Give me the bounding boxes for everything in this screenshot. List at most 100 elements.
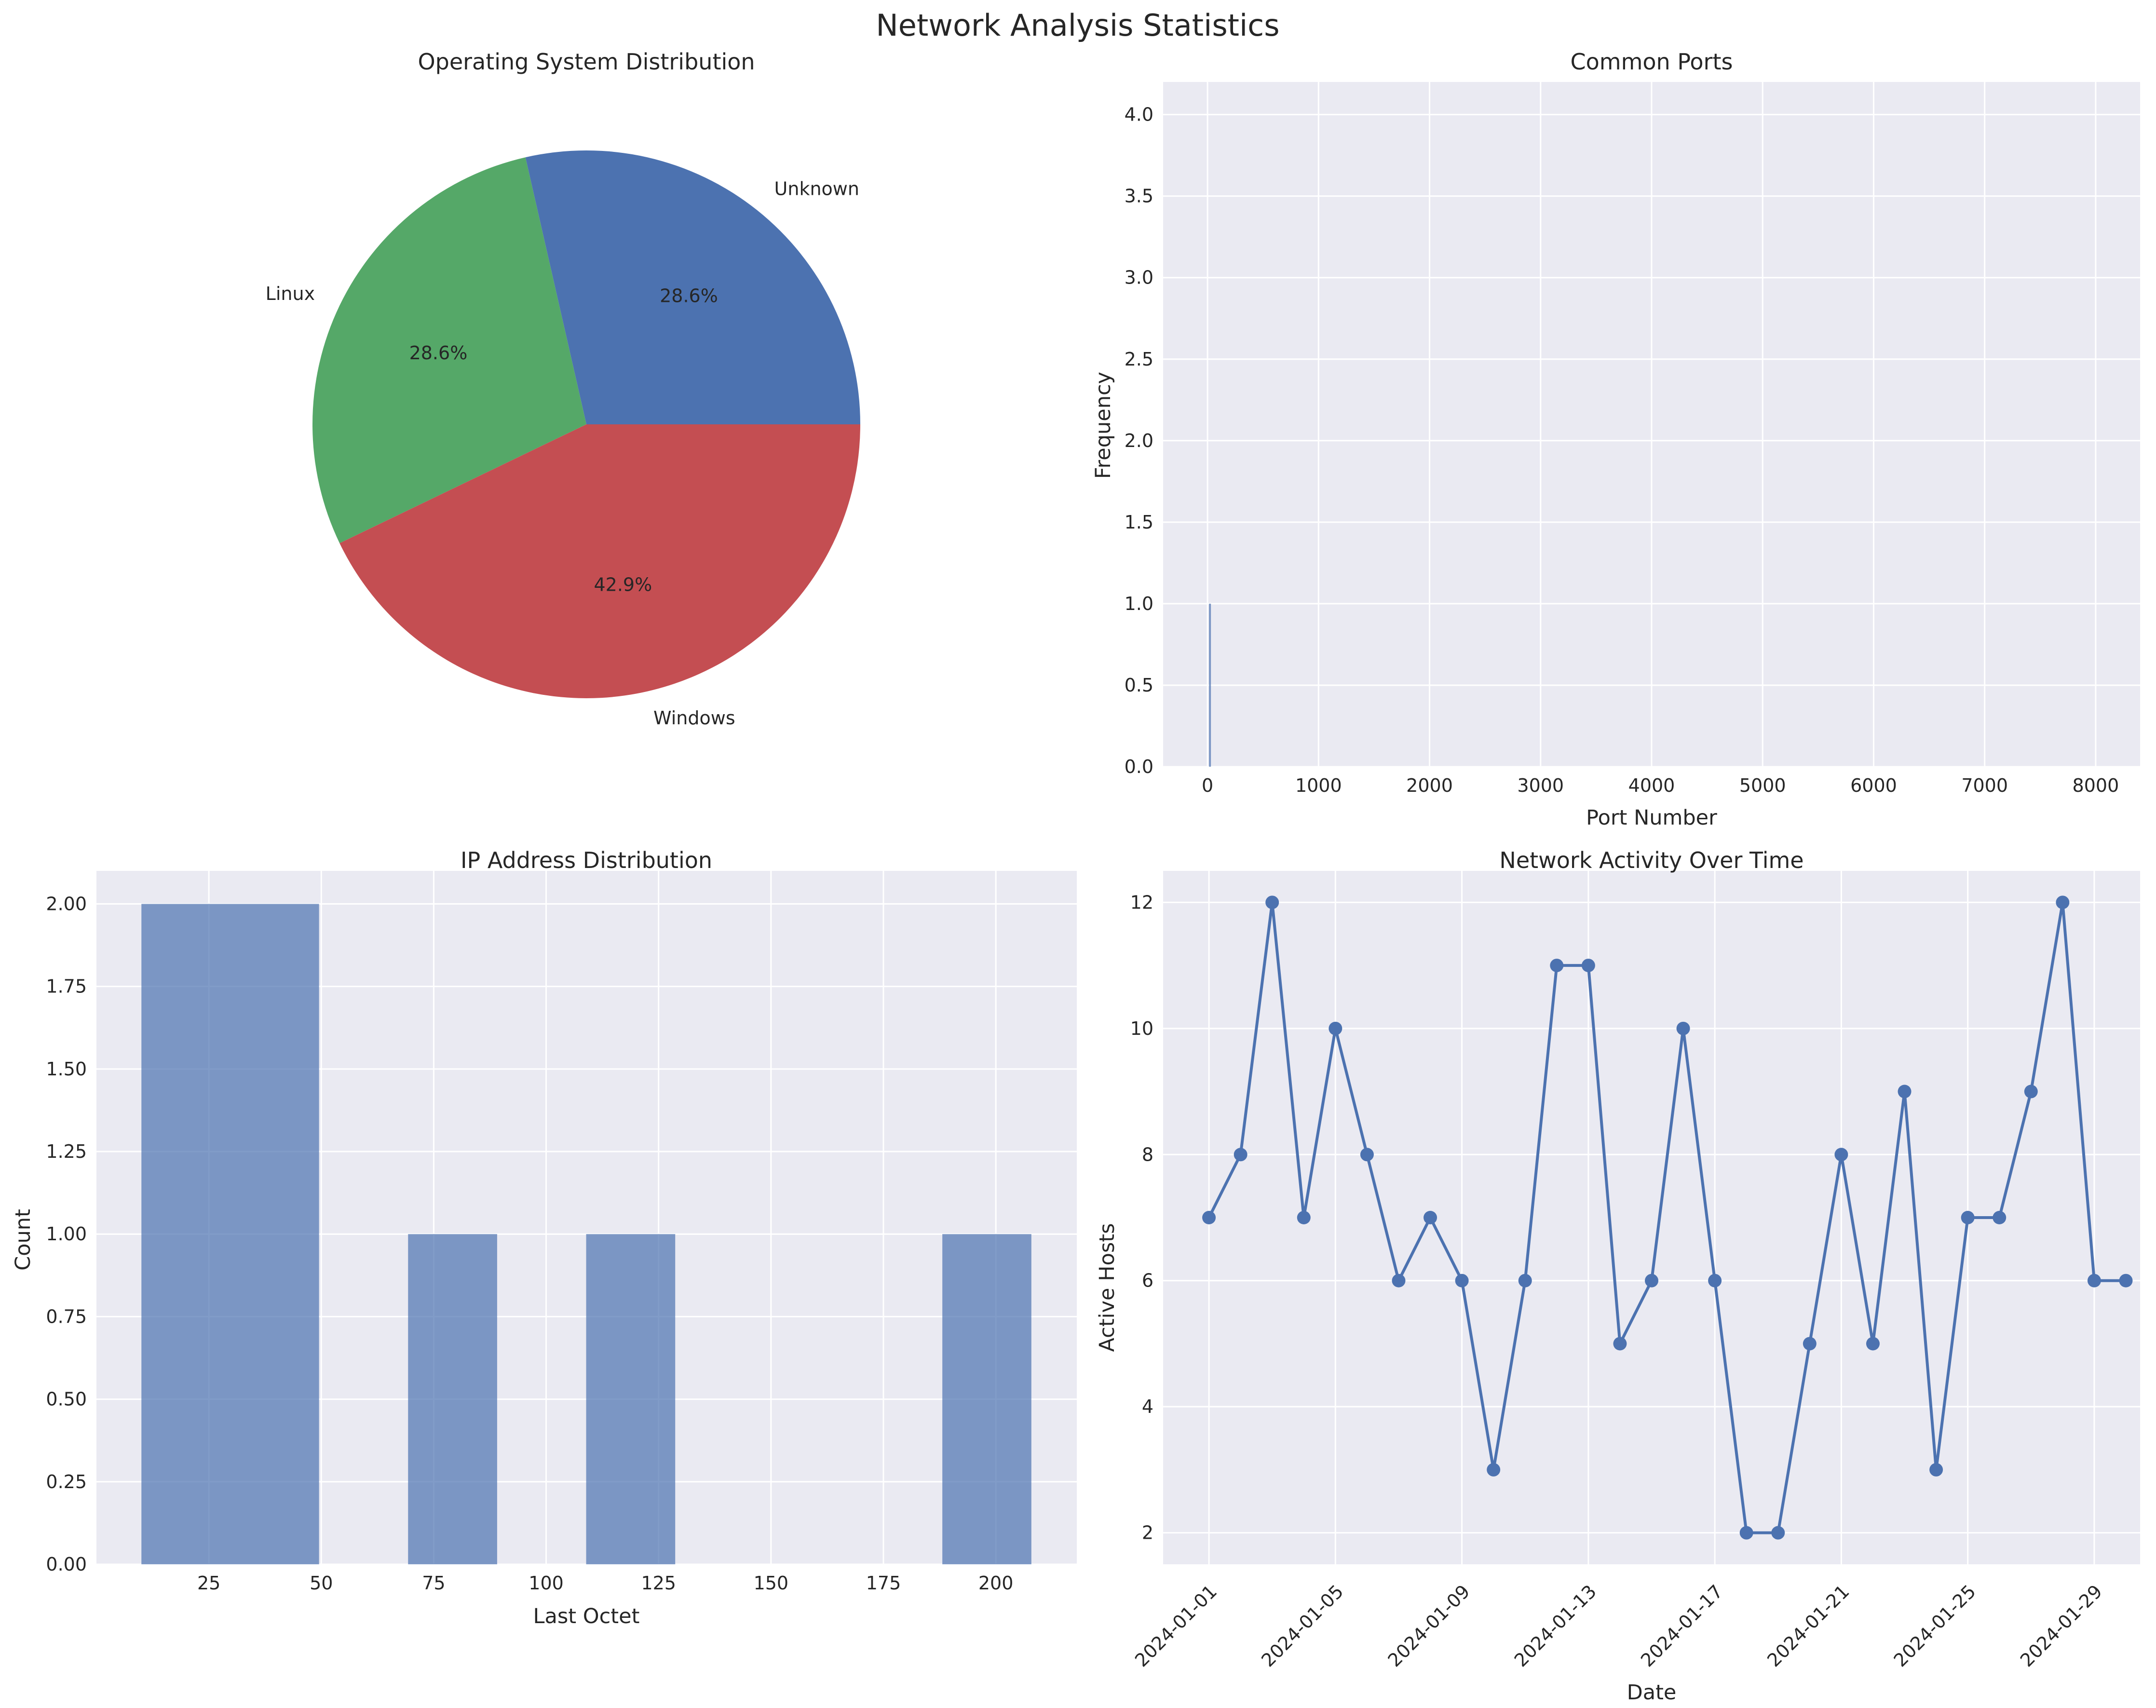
activity-x-label: Date bbox=[1627, 1681, 1677, 1705]
ip-y-label: Count bbox=[11, 1209, 35, 1271]
activity-point bbox=[1771, 1526, 1785, 1540]
ip-x-tick-label: 75 bbox=[422, 1572, 445, 1594]
ports-y-tick-label: 1.0 bbox=[1125, 593, 1153, 614]
ports-y-label: Frequency bbox=[1091, 372, 1115, 479]
pie-percent-windows: 42.9% bbox=[594, 574, 652, 595]
ip-x-tick-label: 125 bbox=[641, 1572, 676, 1594]
ip-bar bbox=[942, 1234, 1031, 1564]
ports-x-label: Port Number bbox=[1586, 806, 1717, 830]
ip-x-tick-label: 150 bbox=[754, 1572, 789, 1594]
figure-title: Network Analysis Statistics bbox=[876, 8, 1279, 43]
activity-point bbox=[1803, 1337, 1817, 1351]
ports-x-tick-label: 3000 bbox=[1517, 775, 1564, 796]
activity-point bbox=[1961, 1211, 1975, 1224]
ip-bar bbox=[141, 904, 319, 1564]
ip-x-tick-label: 100 bbox=[529, 1572, 564, 1594]
ports-x-tick-label: 4000 bbox=[1628, 775, 1675, 796]
ports-y-tick-label: 3.5 bbox=[1125, 186, 1153, 207]
activity-point bbox=[1866, 1337, 1880, 1351]
activity-series bbox=[1202, 895, 2133, 1540]
activity-point bbox=[1645, 1274, 1658, 1288]
ports-y-tick-label: 0.0 bbox=[1125, 756, 1153, 777]
ports-title: Common Ports bbox=[1571, 49, 1733, 75]
activity-point bbox=[1993, 1211, 2007, 1224]
ip-x-tick-label: 175 bbox=[866, 1572, 901, 1594]
ip-x-tick-label: 25 bbox=[197, 1572, 220, 1594]
activity-point bbox=[1834, 1148, 1848, 1162]
activity-point bbox=[2056, 895, 2070, 909]
ports-bars bbox=[1209, 603, 1211, 767]
ports-y-tick-label: 3.0 bbox=[1125, 267, 1153, 288]
activity-y-tick-label: 4 bbox=[1142, 1396, 1153, 1417]
ip-x-label: Last Octet bbox=[533, 1604, 640, 1628]
activity-point bbox=[1297, 1211, 1311, 1224]
network-activity-chart: 2024-01-01 2024-01-05 2024-01-09 2024-01-13… bbox=[1095, 847, 2140, 1705]
pie-slice-unknown bbox=[525, 150, 860, 425]
activity-point bbox=[1455, 1274, 1469, 1288]
activity-point bbox=[1329, 1021, 1342, 1035]
ip-y-tick-label: 0.75 bbox=[46, 1306, 87, 1327]
activity-point bbox=[2087, 1274, 2101, 1288]
ip-y-tick-label: 1.75 bbox=[46, 976, 87, 997]
ip-title: IP Address Distribution bbox=[461, 847, 712, 873]
ip-y-tick-label: 1.50 bbox=[46, 1058, 87, 1080]
activity-y-tick-label: 6 bbox=[1142, 1270, 1153, 1291]
ports-y-tick-label: 0.5 bbox=[1125, 675, 1153, 696]
activity-point bbox=[1708, 1274, 1722, 1288]
pie-slice-windows bbox=[339, 424, 860, 699]
common-ports-chart: 0 1000 2000 3000 4000 5000 6000 7000 8000 0.0 0.5 1… bbox=[1091, 49, 2140, 830]
ports-grid bbox=[1163, 82, 2140, 768]
activity-y-tick-label: 12 bbox=[1130, 892, 1153, 913]
ip-bar bbox=[408, 1234, 497, 1564]
activity-point bbox=[1518, 1274, 1532, 1288]
activity-point bbox=[1360, 1148, 1374, 1162]
ip-bars bbox=[141, 904, 1031, 1564]
activity-point bbox=[1613, 1337, 1627, 1351]
ip-x-tick-label: 50 bbox=[310, 1572, 333, 1594]
activity-y-tick-label: 10 bbox=[1130, 1018, 1153, 1039]
pie-slice-linux bbox=[312, 157, 586, 543]
pie-percent-unknown: 28.6% bbox=[660, 285, 718, 307]
activity-point bbox=[1487, 1463, 1501, 1477]
pie-label-linux: Linux bbox=[266, 283, 315, 304]
activity-point bbox=[1424, 1211, 1437, 1224]
ip-y-tick-label: 2.00 bbox=[46, 893, 87, 914]
activity-point bbox=[1739, 1526, 1753, 1540]
ip-y-tick-label: 1.25 bbox=[46, 1141, 87, 1162]
pie-percent-linux: 28.6% bbox=[409, 342, 468, 364]
activity-title: Network Activity Over Time bbox=[1499, 847, 1803, 873]
ip-y-tick-label: 0.50 bbox=[46, 1389, 87, 1410]
ports-x-tick-label: 2000 bbox=[1406, 775, 1453, 796]
ports-x-tick-label: 8000 bbox=[2073, 775, 2119, 796]
ports-x-tick-label: 6000 bbox=[1850, 775, 1897, 796]
ports-y-tick-label: 2.5 bbox=[1125, 349, 1153, 370]
activity-point bbox=[1929, 1463, 1943, 1477]
activity-point bbox=[1202, 1211, 1216, 1224]
activity-point bbox=[1550, 959, 1564, 973]
ports-x-tick-label: 1000 bbox=[1295, 775, 1342, 796]
activity-point bbox=[1392, 1274, 1406, 1288]
ip-distribution-chart: 25 50 75 100 125 150 175 200 0.00 0.25 0.50 0.75 1.0… bbox=[11, 847, 1077, 1628]
pie-label-windows: Windows bbox=[653, 707, 735, 729]
ports-y-tick-label: 4.0 bbox=[1125, 104, 1153, 125]
activity-point bbox=[1676, 1021, 1690, 1035]
activity-point bbox=[2024, 1084, 2038, 1098]
pie-slices: Unknown 28.6% Linux 28.6% Windows 42.9% bbox=[266, 150, 860, 729]
ip-x-tick-label: 200 bbox=[978, 1572, 1014, 1594]
activity-point bbox=[1581, 959, 1595, 973]
activity-point bbox=[1234, 1148, 1247, 1162]
ip-bar bbox=[586, 1234, 676, 1564]
activity-y-label: Active Hosts bbox=[1095, 1223, 1119, 1352]
os-distribution-pie-chart: Operating System Distribution Unknown 28.… bbox=[266, 49, 860, 729]
ip-y-tick-label: 0.00 bbox=[46, 1554, 87, 1575]
ports-ticks: 0 1000 2000 3000 4000 5000 6000 7000 8000 0.0 0.5 1… bbox=[1125, 104, 2119, 796]
ports-bar bbox=[1209, 603, 1211, 767]
ip-y-tick-label: 1.00 bbox=[46, 1223, 87, 1245]
ports-y-tick-label: 2.0 bbox=[1125, 430, 1153, 451]
ports-y-tick-label: 1.5 bbox=[1125, 512, 1153, 533]
activity-point bbox=[2119, 1274, 2133, 1288]
pie-title: Operating System Distribution bbox=[418, 49, 755, 75]
activity-y-tick-label: 2 bbox=[1142, 1522, 1153, 1544]
ip-y-tick-label: 0.25 bbox=[46, 1471, 87, 1492]
